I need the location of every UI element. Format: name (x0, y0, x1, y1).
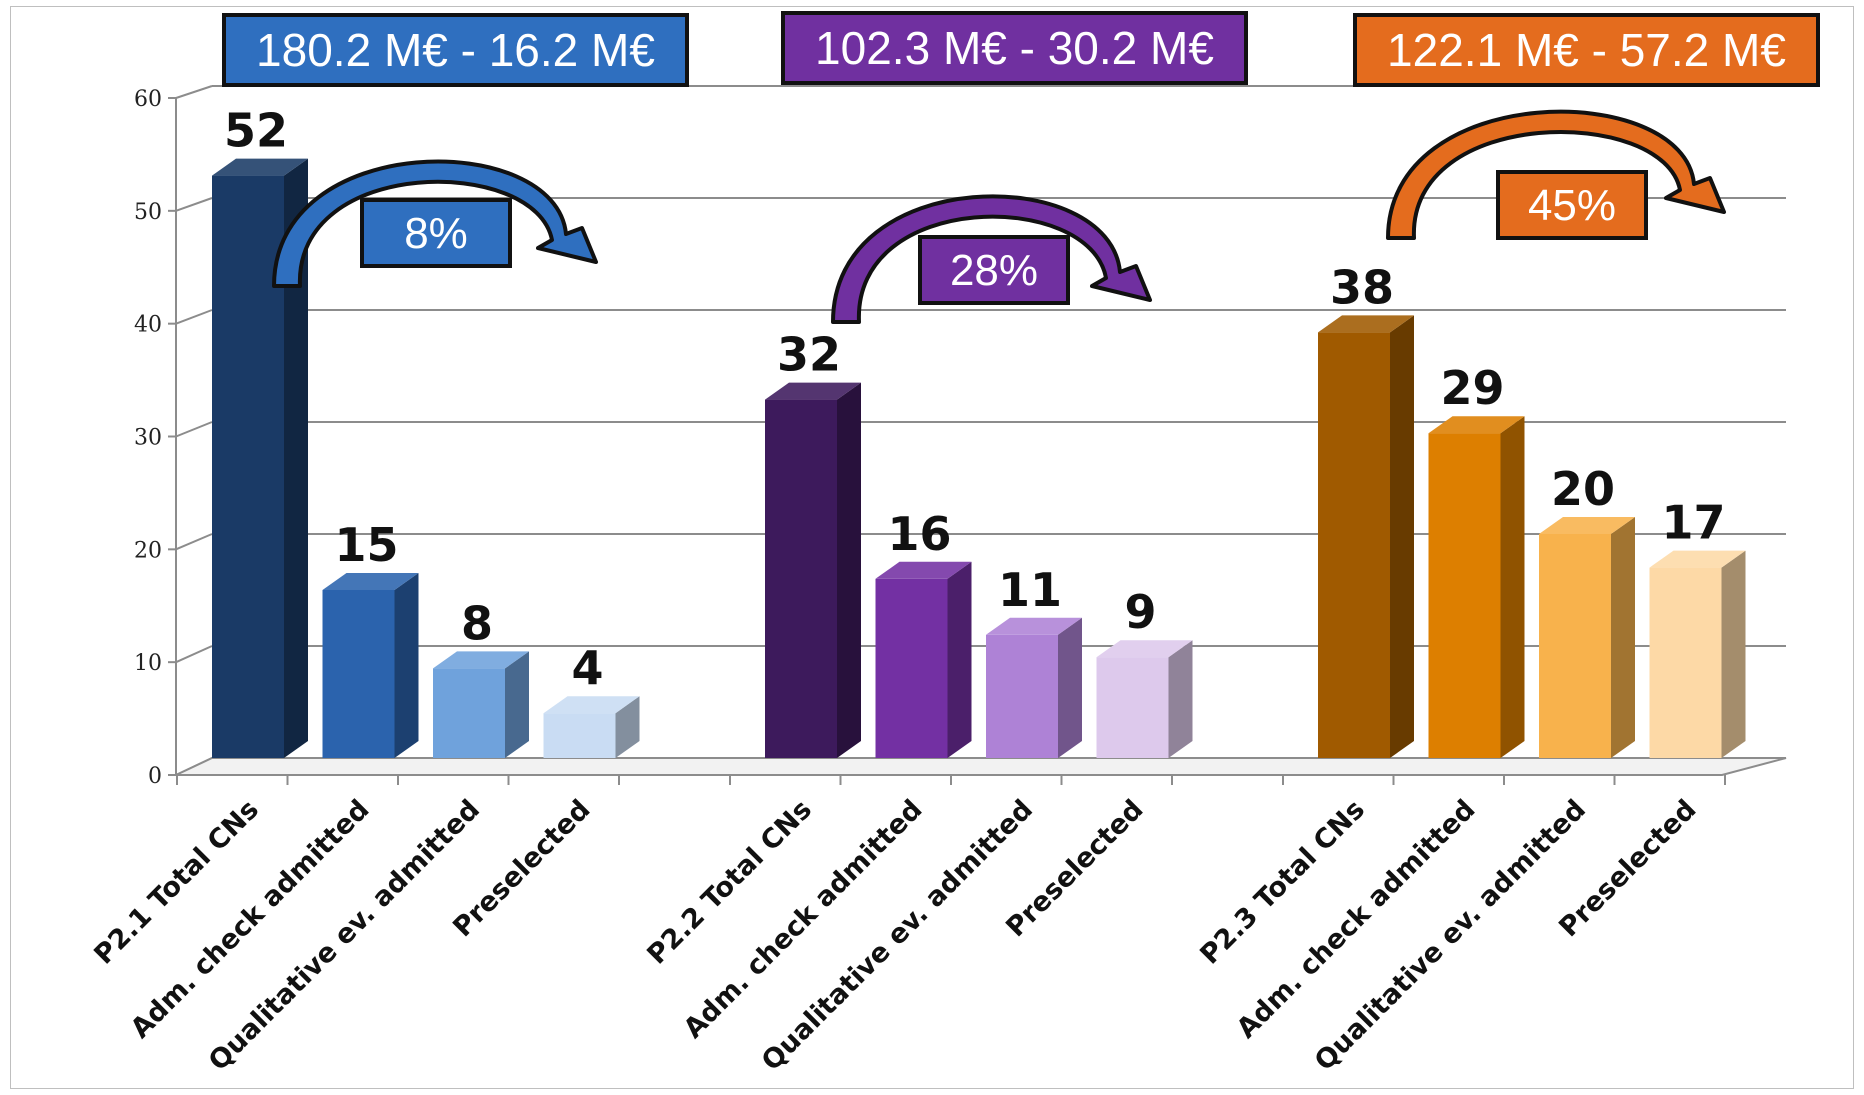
budget-box-bg (222, 13, 689, 87)
growth-arrow: 8% (272, 159, 598, 288)
budget-label: 180.2 M€ - 16.2 M€ (256, 24, 655, 76)
gridline-depth (175, 533, 213, 551)
bar-top (1539, 517, 1635, 534)
chart-floor (175, 757, 1787, 776)
annotations-layer: 180.2 M€ - 16.2 M€ 102.3 M€ - 30.2 M€ 122.… (222, 11, 1820, 324)
bar-top (1318, 315, 1414, 333)
bar-front (1096, 657, 1169, 758)
y-tick-label: 50 (134, 200, 162, 225)
bar-front (1649, 567, 1722, 758)
bar-side (505, 651, 529, 758)
bar-top (765, 382, 861, 400)
gridline-depth (175, 85, 213, 99)
gridline-depth (175, 309, 213, 325)
data-label: 16 (887, 507, 951, 561)
bar-side (394, 573, 419, 758)
percent-label: 28% (950, 246, 1038, 295)
y-tick-label: 10 (134, 651, 162, 676)
data-label: 11 (998, 563, 1062, 617)
data-label: 52 (224, 104, 288, 158)
bar (322, 573, 419, 758)
bar-side (1611, 517, 1635, 758)
bar (986, 617, 1082, 758)
percent-label: 8% (404, 209, 468, 258)
bar-front (322, 590, 395, 758)
bar-front (543, 713, 616, 758)
bar (543, 696, 640, 758)
bar-side (284, 158, 308, 759)
y-tick-label: 20 (134, 538, 162, 563)
percent-box (918, 235, 1070, 305)
bars-layer (212, 158, 1746, 759)
budget-label: 122.1 M€ - 57.2 M€ (1387, 24, 1786, 76)
y-tick-label: 60 (134, 87, 162, 112)
percent-label: 45% (1528, 181, 1616, 230)
y-tick-label: 30 (134, 426, 162, 451)
bar-top (322, 573, 419, 590)
data-label: 15 (334, 518, 398, 572)
data-label: 32 (777, 328, 841, 382)
bar-top (875, 561, 972, 579)
percent-box (360, 198, 512, 268)
budget-box-bg (781, 11, 1248, 85)
budget-box: 180.2 M€ - 16.2 M€ (222, 13, 689, 87)
bar-top (986, 617, 1082, 635)
bar-side (837, 382, 861, 758)
bar-front (765, 399, 837, 758)
bar (1539, 517, 1635, 758)
bar-side (947, 561, 972, 758)
bar-side (615, 696, 640, 758)
data-label: 4 (571, 641, 603, 695)
gridline-depth (175, 421, 213, 438)
bar-top (1428, 416, 1525, 434)
bar-side (1058, 617, 1082, 758)
growth-arrow: 45% (1386, 109, 1726, 240)
y-tick-label: 0 (148, 764, 162, 789)
budget-label: 102.3 M€ - 30.2 M€ (815, 22, 1214, 74)
bar (1649, 550, 1746, 758)
curved-arrow (831, 194, 1152, 324)
gridline-depth (175, 645, 213, 664)
data-label: 8 (461, 596, 493, 650)
curved-arrow (272, 159, 598, 288)
bar-top (212, 158, 308, 176)
bar-top (1649, 550, 1746, 568)
bar (1428, 416, 1525, 758)
bar-top (433, 651, 529, 669)
bar-front (433, 668, 505, 758)
bar (875, 561, 972, 758)
bar-front (212, 175, 284, 759)
bar-front (1539, 534, 1611, 758)
bar-front (1318, 332, 1390, 758)
data-label: 20 (1551, 462, 1615, 516)
budget-box: 102.3 M€ - 30.2 M€ (781, 11, 1248, 85)
bar-side (1168, 640, 1193, 758)
bar-front (875, 578, 948, 758)
budget-box: 122.1 M€ - 57.2 M€ (1353, 13, 1820, 87)
bar (433, 651, 529, 758)
y-tick-label: 40 (134, 313, 162, 338)
data-label: 9 (1124, 585, 1156, 639)
bar-front (1428, 433, 1501, 758)
bar (1096, 640, 1193, 758)
bar-side (1390, 315, 1414, 758)
data-label: 38 (1330, 260, 1394, 314)
gridline-depth (175, 197, 213, 212)
bar (765, 382, 861, 758)
bar-side (1500, 416, 1525, 758)
bar-top (1096, 640, 1193, 658)
data-label: 29 (1440, 361, 1504, 415)
bar-front (986, 634, 1058, 758)
bar (1318, 315, 1414, 758)
budget-box-bg (1353, 13, 1820, 87)
bar-top (543, 696, 640, 714)
curved-arrow (1386, 109, 1726, 240)
bar (212, 158, 308, 759)
bar-side (1721, 550, 1746, 758)
growth-arrow: 28% (831, 194, 1152, 324)
data-label: 17 (1661, 496, 1725, 550)
percent-box (1496, 170, 1648, 240)
